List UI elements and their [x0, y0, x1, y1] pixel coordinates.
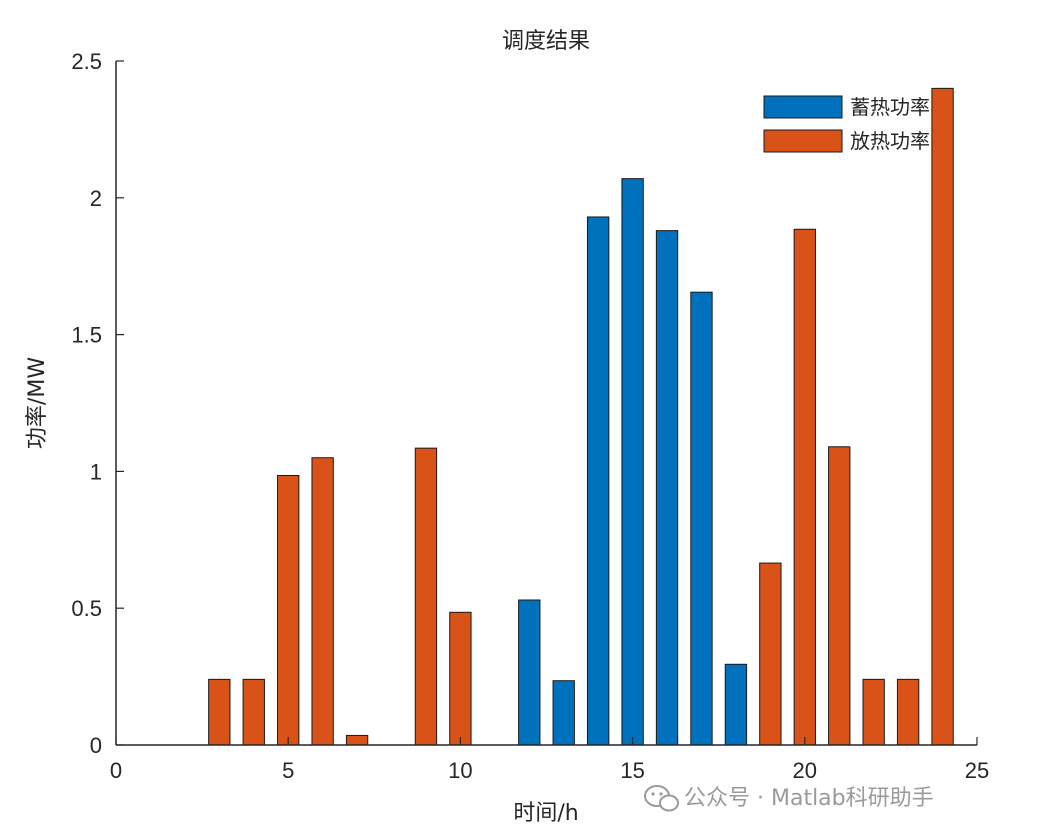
bar-charging-hour-13 — [552, 680, 575, 746]
y-axis-label: 功率/MW — [25, 357, 50, 449]
y-tick-label: 1 — [90, 459, 102, 484]
bar-discharging-hour-24 — [931, 87, 954, 746]
bar-discharging-hour-4 — [242, 678, 265, 746]
x-tick-label: 5 — [282, 758, 294, 783]
legend: 蓄热功率 放热功率 — [763, 95, 930, 153]
watermark-text: 公众号 · Matlab科研助手 — [684, 786, 934, 811]
y-tick-label: 2 — [90, 186, 102, 211]
chart-title: 调度结果 — [502, 29, 590, 54]
axes — [115, 61, 977, 746]
x-tick-label: 20 — [793, 758, 817, 783]
bar-discharging-hour-5 — [277, 475, 300, 746]
wechat-icon — [644, 785, 679, 812]
bar-discharging-hour-22 — [862, 678, 885, 746]
bar-discharging-hour-20 — [793, 228, 816, 746]
x-tick-label: 0 — [110, 758, 122, 783]
bar-discharging-hour-6 — [311, 457, 334, 746]
x-axis-label: 时间/h — [513, 801, 578, 826]
legend-swatch-charging — [763, 95, 843, 119]
y-tick-label: 0 — [90, 733, 102, 758]
x-tick-label: 15 — [620, 758, 644, 783]
bar-discharging-hour-19 — [759, 562, 782, 746]
y-tick-label: 1.5 — [71, 323, 102, 348]
y-tick-label: 0.5 — [71, 596, 102, 621]
bar-discharging-hour-23 — [896, 678, 920, 746]
y-tick-label: 2.5 — [71, 49, 102, 74]
bar-discharging-hour-9 — [414, 447, 438, 746]
bar-charging-hour-14 — [586, 216, 610, 746]
bar-discharging-hour-3 — [208, 678, 231, 746]
bar-discharging-hour-10 — [449, 611, 472, 746]
y-ticks: 0 0.5 1 1.5 2 2.5 — [71, 49, 124, 758]
bar-charging-hour-18 — [724, 663, 748, 746]
x-ticks: 0 5 10 15 20 25 — [110, 737, 989, 783]
watermark: 公众号 · Matlab科研助手 — [644, 785, 934, 812]
bar-charging-hour-15 — [621, 178, 644, 746]
legend-label-discharging: 放热功率 — [850, 129, 930, 153]
bar-charging-hour-17 — [690, 291, 713, 746]
bars-layer — [208, 87, 954, 746]
legend-label-charging: 蓄热功率 — [850, 95, 930, 119]
bar-charging-hour-16 — [655, 230, 679, 746]
bar-charging-hour-12 — [518, 599, 541, 746]
bar-discharging-hour-21 — [828, 446, 851, 746]
x-tick-label: 25 — [965, 758, 989, 783]
bar-discharging-hour-7 — [345, 734, 369, 746]
x-tick-label: 10 — [448, 758, 472, 783]
legend-swatch-discharging — [763, 129, 843, 153]
